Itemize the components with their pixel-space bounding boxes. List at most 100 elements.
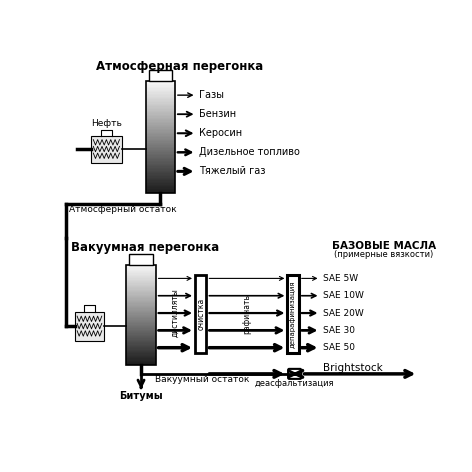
Bar <box>126 292 156 293</box>
Bar <box>126 346 156 347</box>
Bar <box>126 327 156 329</box>
Bar <box>146 182 175 183</box>
Bar <box>126 267 156 268</box>
Text: Бензин: Бензин <box>199 109 236 119</box>
Bar <box>126 332 156 333</box>
Text: Атмосферный остаток: Атмосферный остаток <box>68 205 176 214</box>
Bar <box>146 135 175 136</box>
Bar <box>146 94 175 95</box>
Bar <box>146 157 175 158</box>
Bar <box>149 70 172 81</box>
Bar <box>126 295 156 296</box>
Text: Газы: Газы <box>199 90 224 100</box>
Bar <box>126 272 156 273</box>
Text: Битумы: Битумы <box>119 391 163 401</box>
Bar <box>126 268 156 270</box>
Bar <box>146 115 175 116</box>
Bar <box>126 289 156 291</box>
Bar <box>146 120 175 122</box>
Bar <box>146 83 175 84</box>
Bar <box>126 329 156 331</box>
Bar <box>146 91 175 93</box>
Bar <box>146 95 175 97</box>
Bar <box>146 101 175 102</box>
Bar <box>126 318 156 320</box>
Bar <box>126 298 156 300</box>
Bar <box>126 320 156 321</box>
Bar <box>146 143 175 144</box>
Bar <box>126 302 156 303</box>
Bar <box>146 104 175 105</box>
Bar <box>146 123 175 125</box>
Bar <box>91 135 122 162</box>
Bar <box>146 165 175 167</box>
Bar <box>146 106 175 108</box>
Bar <box>126 281 156 282</box>
Text: SAE 50: SAE 50 <box>323 343 355 352</box>
Text: Дизельное топливо: Дизельное топливо <box>199 147 300 157</box>
Bar <box>146 130 175 132</box>
Bar <box>146 132 175 133</box>
Bar <box>146 175 175 176</box>
Bar <box>146 158 175 160</box>
Bar <box>126 308 156 310</box>
Bar <box>126 315 156 316</box>
Bar <box>75 312 104 341</box>
Bar <box>146 125 175 126</box>
Bar <box>126 352 156 354</box>
Bar <box>146 176 175 177</box>
Bar <box>146 118 175 119</box>
Text: (примерные вязкости): (примерные вязкости) <box>334 250 433 259</box>
Bar <box>287 275 299 353</box>
Bar <box>146 169 175 170</box>
Bar <box>126 276 156 277</box>
Bar <box>146 113 175 115</box>
FancyBboxPatch shape <box>288 369 301 379</box>
Bar <box>146 112 175 113</box>
Bar <box>126 311 156 312</box>
Bar <box>146 151 175 152</box>
Bar <box>146 152 175 154</box>
Bar <box>126 336 156 337</box>
Bar <box>146 192 175 193</box>
Bar <box>146 164 175 165</box>
Bar <box>146 144 175 145</box>
Bar <box>146 172 175 173</box>
Bar <box>195 275 206 353</box>
Bar <box>146 190 175 192</box>
Bar <box>126 357 156 358</box>
Bar <box>126 361 156 362</box>
Bar <box>126 304 156 306</box>
Bar <box>146 93 175 94</box>
Bar <box>126 264 156 266</box>
Text: SAE 10W: SAE 10W <box>323 291 363 300</box>
Bar <box>126 293 156 295</box>
Bar <box>146 170 175 172</box>
Text: SAE 5W: SAE 5W <box>323 274 358 283</box>
Bar <box>146 183 175 185</box>
Bar <box>146 160 175 161</box>
Bar <box>129 254 152 264</box>
Bar <box>126 322 156 323</box>
Text: Brightstock: Brightstock <box>323 363 382 373</box>
Bar <box>146 161 175 162</box>
Bar <box>146 129 175 130</box>
Bar <box>126 335 156 336</box>
Bar <box>126 312 156 313</box>
Bar <box>126 310 156 311</box>
Bar <box>146 177 175 179</box>
Text: Вакуумный остаток: Вакуумный остаток <box>155 375 249 384</box>
Bar <box>146 185 175 186</box>
Bar <box>126 307 156 308</box>
Bar <box>146 150 175 151</box>
Bar <box>126 283 156 285</box>
Bar <box>146 85 175 87</box>
Bar <box>146 81 175 83</box>
Bar <box>146 122 175 123</box>
Bar <box>146 147 175 148</box>
Text: депарафинизация: депарафинизация <box>290 280 296 347</box>
Bar <box>146 87 175 88</box>
Bar <box>126 325 156 326</box>
Text: Атмосферная перегонка: Атмосферная перегонка <box>96 60 263 73</box>
Bar <box>146 100 175 101</box>
